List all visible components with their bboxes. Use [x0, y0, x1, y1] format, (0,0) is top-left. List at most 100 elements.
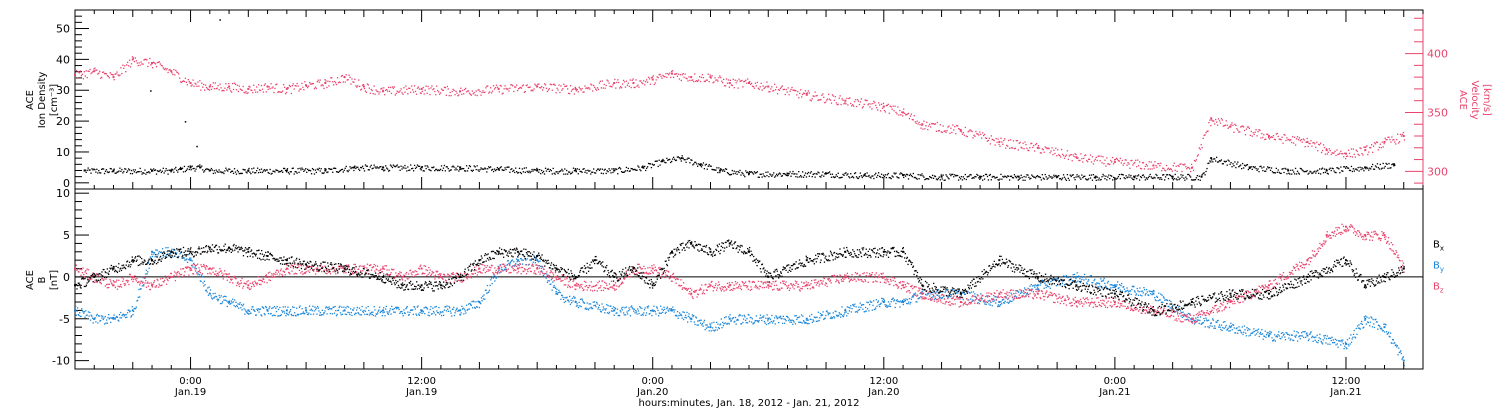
density-sample — [969, 175, 970, 176]
by-sample — [1332, 342, 1333, 343]
velocity-sample — [436, 86, 437, 87]
velocity-sample — [1127, 162, 1128, 163]
by-sample — [802, 322, 803, 323]
velocity-sample — [1044, 152, 1045, 153]
by-sample — [1134, 290, 1135, 291]
density-sample — [1230, 162, 1231, 163]
density-sample — [1322, 168, 1323, 169]
density-sample — [144, 169, 145, 170]
by-sample — [597, 303, 598, 304]
by-sample — [210, 295, 211, 296]
by-sample — [1214, 325, 1215, 326]
density-sample — [700, 165, 701, 166]
by-sample — [1120, 289, 1121, 290]
density-sample — [574, 170, 575, 171]
velocity-sample — [645, 81, 646, 82]
by-sample — [101, 315, 102, 316]
by-sample — [494, 275, 495, 276]
density-sample — [296, 173, 297, 174]
velocity-sample — [902, 115, 903, 116]
density-sample — [898, 177, 899, 178]
by-point — [729, 318, 731, 320]
velocity-sample — [1382, 141, 1383, 142]
density-sample — [895, 173, 896, 174]
by-sample — [1260, 332, 1261, 333]
velocity-sample — [270, 83, 271, 84]
by-sample — [1273, 339, 1274, 340]
density-sample — [847, 173, 848, 174]
by-sample — [321, 314, 322, 315]
velocity-sample — [1112, 157, 1113, 158]
density-sample — [359, 170, 360, 171]
velocity-sample — [199, 80, 200, 81]
velocity-sample — [701, 77, 702, 78]
velocity-sample — [1031, 143, 1032, 144]
velocity-sample — [1209, 120, 1210, 121]
by-sample — [378, 309, 379, 310]
density-sample — [427, 166, 428, 167]
density-sample — [606, 173, 607, 174]
velocity-sample — [228, 83, 229, 84]
velocity-sample — [382, 90, 383, 91]
by-sample — [827, 312, 828, 313]
by-sample — [630, 315, 631, 316]
by-sample — [649, 313, 650, 314]
by-sample — [628, 310, 629, 311]
density-sample — [944, 179, 945, 180]
by-sample — [884, 304, 885, 305]
density-sample — [1388, 163, 1389, 164]
by-sample — [452, 309, 453, 310]
by-sample — [130, 310, 131, 311]
by-sample — [802, 316, 803, 317]
by-sample — [903, 299, 904, 300]
velocity-sample — [730, 80, 731, 81]
velocity-sample — [1121, 162, 1122, 163]
density-sample — [362, 166, 363, 167]
by-sample — [853, 306, 854, 307]
density-sample — [132, 173, 133, 174]
velocity-sample — [1358, 155, 1359, 156]
density-sample — [1120, 178, 1121, 179]
velocity-sample — [478, 89, 479, 90]
by-sample — [849, 308, 850, 309]
by-sample — [721, 318, 722, 319]
by-sample — [279, 315, 280, 316]
by-sample — [680, 314, 681, 315]
velocity-sample — [160, 63, 161, 64]
by-sample — [554, 285, 555, 286]
velocity-sample — [458, 94, 459, 95]
by-sample — [1238, 330, 1239, 331]
density-sample — [363, 168, 364, 169]
by-sample — [1279, 335, 1280, 336]
density-sample — [556, 171, 557, 172]
velocity-sample — [1146, 164, 1147, 165]
density-sample — [183, 171, 184, 172]
density-sample — [331, 169, 332, 170]
by-sample — [1097, 286, 1098, 287]
velocity-sample — [127, 62, 128, 63]
density-sample — [1074, 179, 1075, 180]
by-sample — [784, 323, 785, 324]
density-sample — [493, 171, 494, 172]
velocity-sample — [79, 72, 80, 73]
by-sample — [1259, 336, 1260, 337]
velocity-tick-label: 300 — [1427, 165, 1448, 178]
by-sample — [109, 317, 110, 318]
velocity-sample — [732, 85, 733, 86]
velocity-sample — [918, 122, 919, 123]
density-sample — [323, 172, 324, 173]
by-sample — [970, 298, 971, 299]
density-sample — [525, 172, 526, 173]
by-sample — [1161, 302, 1162, 303]
density-sample — [932, 175, 933, 176]
density-sample — [666, 158, 667, 159]
by-sample — [676, 315, 677, 316]
velocity-sample — [800, 89, 801, 90]
by-sample — [1227, 329, 1228, 330]
by-sample — [345, 314, 346, 315]
velocity-sample — [235, 84, 236, 85]
by-sample — [806, 322, 807, 323]
density-sample — [175, 167, 176, 168]
density-sample — [841, 177, 842, 178]
velocity-sample — [172, 74, 173, 75]
